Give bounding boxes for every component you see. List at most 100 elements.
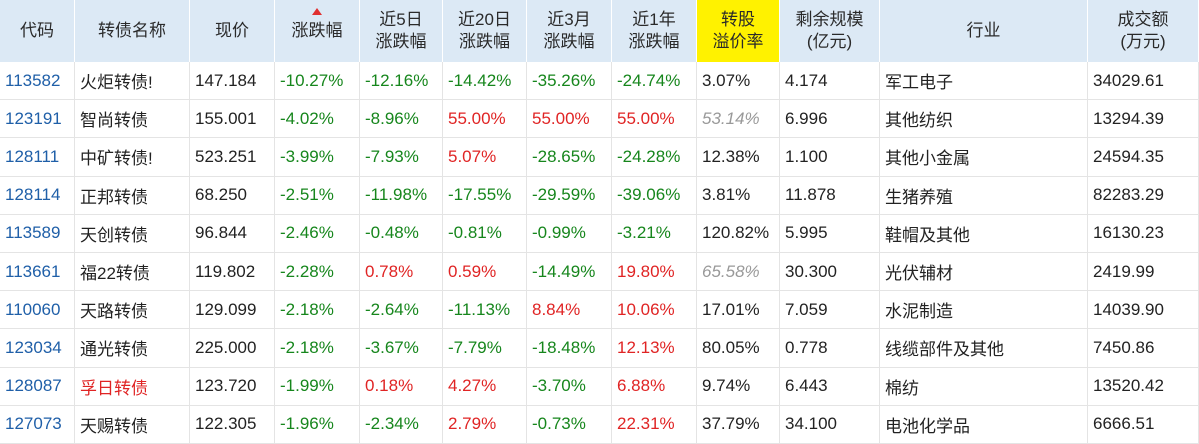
bond-code[interactable]: 128111 [0, 138, 75, 177]
cell[interactable]: 天赐转债 [75, 405, 190, 444]
cell: 鞋帽及其他 [880, 214, 1088, 253]
header-text: 涨跌幅 [459, 32, 510, 51]
header-text: 剩余规模 [795, 10, 864, 29]
cell: 16130.23 [1088, 214, 1199, 253]
bond-code[interactable]: 123191 [0, 100, 75, 139]
cell: 3.07% [697, 62, 780, 101]
column-header[interactable]: 现价 [190, 0, 275, 62]
column-header[interactable]: 行业 [880, 0, 1088, 62]
cell[interactable]: 通光转债 [75, 329, 190, 368]
cell: 2.79% [443, 405, 527, 444]
column-header[interactable]: 成交额 (万元) [1088, 0, 1199, 62]
cell: 22.31% [612, 405, 697, 444]
cell[interactable]: 福22转债 [75, 252, 190, 292]
cell: 0.59% [443, 252, 527, 292]
cell: 523.251 [190, 138, 275, 177]
cell: 水泥制造 [880, 291, 1088, 330]
cell: 65.58% [697, 252, 780, 292]
cell: -7.93% [360, 138, 443, 177]
cell: 123.720 [190, 367, 275, 406]
column-header[interactable]: 转债名称 [75, 0, 190, 62]
header-text: (亿元) [806, 32, 853, 51]
column-header[interactable]: 涨跌幅 [275, 0, 360, 62]
cell: -8.96% [360, 100, 443, 139]
column-header[interactable]: 转股 溢价率 [697, 0, 780, 62]
cell: -3.70% [527, 367, 612, 406]
header-text: 近3月 [547, 10, 591, 29]
header-text: 涨跌幅 [543, 32, 595, 51]
cell: 120.82% [697, 214, 780, 253]
cell: 5.995 [780, 214, 880, 253]
column-header[interactable]: 代码 [0, 0, 75, 62]
cell: -2.28% [275, 252, 360, 292]
bond-code[interactable]: 123034 [0, 329, 75, 368]
cell[interactable]: 智尚转债 [75, 100, 190, 139]
cell: 12.38% [697, 138, 780, 177]
cell: -0.73% [527, 405, 612, 444]
cell: 13520.42 [1088, 367, 1199, 406]
cell: 10.06% [612, 291, 697, 330]
cell: -3.67% [360, 329, 443, 368]
cell[interactable]: 孚日转债 [75, 367, 190, 406]
header-text: 近1年 [632, 10, 676, 29]
cell: 122.305 [190, 405, 275, 444]
cell: 军工电子 [880, 62, 1088, 101]
cell: 3.81% [697, 176, 780, 215]
cell: 棉纺 [880, 367, 1088, 406]
column-header[interactable]: 近1年涨跌幅 [612, 0, 697, 62]
cell: 155.001 [190, 100, 275, 139]
cell: -14.49% [527, 252, 612, 292]
header-text: 涨跌幅 [628, 32, 680, 51]
header-text: 转债名称 [98, 21, 166, 40]
cell[interactable]: 正邦转债 [75, 176, 190, 215]
bond-code[interactable]: 113589 [0, 214, 75, 253]
column-header[interactable]: 近5日 涨跌幅 [360, 0, 443, 62]
bond-code[interactable]: 128114 [0, 176, 75, 215]
cell: -12.16% [360, 62, 443, 101]
cell: 其他小金属 [880, 138, 1088, 177]
cell[interactable]: 火炬转债! [75, 62, 190, 101]
column-header[interactable]: 近20日 涨跌幅 [443, 0, 527, 62]
cell: -29.59% [527, 176, 612, 215]
column-header[interactable]: 剩余规模 (亿元) [780, 0, 880, 62]
cell: 34.100 [780, 405, 880, 444]
cell: 80.05% [697, 329, 780, 368]
cell[interactable]: 中矿转债! [75, 138, 190, 177]
cell: 11.878 [780, 176, 880, 215]
cell: -0.48% [360, 214, 443, 253]
cell: -10.27% [275, 62, 360, 101]
header-text: 成交额 [1117, 10, 1169, 29]
cell: -28.65% [527, 138, 612, 177]
cell[interactable]: 天路转债 [75, 291, 190, 330]
cell: 24594.35 [1088, 138, 1199, 177]
cell: 4.27% [443, 367, 527, 406]
cell: -18.48% [527, 329, 612, 368]
cell: -35.26% [527, 62, 612, 101]
bond-code[interactable]: 128087 [0, 367, 75, 406]
cell: 6.996 [780, 100, 880, 139]
cell: 14039.90 [1088, 291, 1199, 330]
column-header[interactable]: 近3月涨跌幅 [527, 0, 612, 62]
cell: 34029.61 [1088, 62, 1199, 101]
bond-code[interactable]: 113661 [0, 252, 75, 292]
bond-code[interactable]: 110060 [0, 291, 75, 330]
cell: 0.78% [360, 252, 443, 292]
cell: 37.79% [697, 405, 780, 444]
cell: -39.06% [612, 176, 697, 215]
bond-code[interactable]: 127073 [0, 405, 75, 444]
cell: -1.99% [275, 367, 360, 406]
cell: 生猪养殖 [880, 176, 1088, 215]
cell: -14.42% [443, 62, 527, 101]
bond-code[interactable]: 113582 [0, 62, 75, 101]
cell: -11.13% [443, 291, 527, 330]
header-text: 行业 [966, 21, 1001, 40]
cell: 6.88% [612, 367, 697, 406]
cell[interactable]: 天创转债 [75, 214, 190, 253]
cell: 7.059 [780, 291, 880, 330]
cell: 19.80% [612, 252, 697, 292]
header-text: 涨跌幅 [291, 21, 343, 40]
cell: 1.100 [780, 138, 880, 177]
cell: 6.443 [780, 367, 880, 406]
cell: 12.13% [612, 329, 697, 368]
header-text: (万元) [1120, 32, 1166, 51]
